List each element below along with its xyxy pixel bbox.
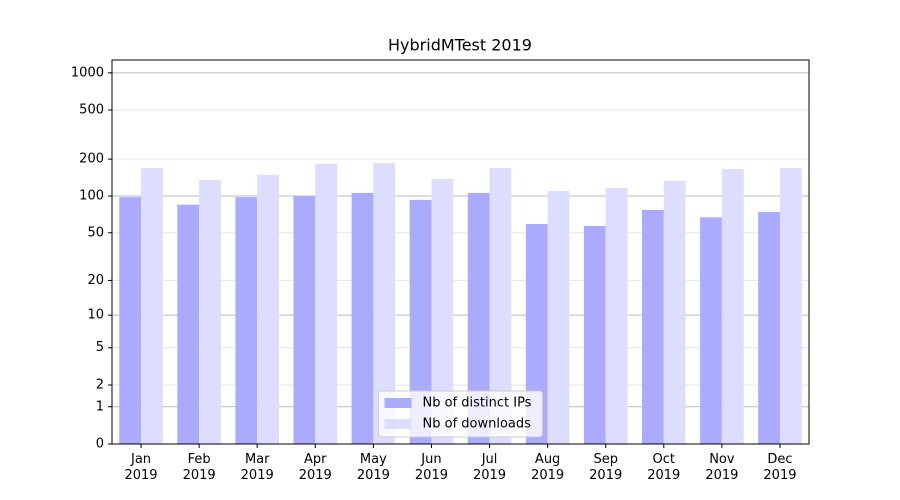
bar <box>489 168 512 444</box>
bar <box>525 224 548 444</box>
bar <box>235 197 258 444</box>
x-tick-label: Oct 2019 <box>647 452 681 483</box>
bar <box>642 209 664 444</box>
bar <box>758 212 780 444</box>
y-tick-label: 5 <box>96 340 104 355</box>
bar <box>373 162 396 444</box>
legend-label: Nb of distinct IPs <box>423 396 532 411</box>
x-tick-label: Jan 2019 <box>124 452 158 483</box>
bar <box>199 180 221 445</box>
bar <box>605 188 628 444</box>
bar <box>467 192 490 444</box>
chart-title: HybridMTest 2019 <box>388 36 532 55</box>
bar <box>583 225 606 444</box>
bar <box>721 169 744 444</box>
bar <box>315 163 338 445</box>
y-tick-label: 2 <box>96 377 104 392</box>
x-tick-label: May 2019 <box>356 452 390 483</box>
bar <box>431 178 454 444</box>
bar <box>257 174 279 444</box>
x-tick-label: Dec 2019 <box>763 452 797 483</box>
legend-swatch <box>384 398 412 408</box>
x-tick-label: Jun 2019 <box>414 452 448 483</box>
legend: Nb of distinct IPs Nb of downloads <box>378 390 543 438</box>
legend-swatch <box>384 419 412 429</box>
x-tick-label: Feb 2019 <box>182 452 216 483</box>
plot-frame <box>111 59 810 445</box>
bar <box>177 204 200 444</box>
y-tick-label: 0 <box>96 437 104 452</box>
y-tick-label: 50 <box>87 225 104 240</box>
bar <box>293 196 316 444</box>
x-tick-label: Jul 2019 <box>472 452 507 483</box>
x-tick-label: Mar 2019 <box>240 452 274 483</box>
y-tick-label: 1 <box>96 399 104 414</box>
bar <box>547 190 570 444</box>
bar <box>663 180 686 444</box>
legend-label: Nb of downloads <box>423 417 532 432</box>
y-tick-label: 100 <box>79 189 104 204</box>
x-tick-label: Sep 2019 <box>589 452 623 483</box>
y-tick-label: 10 <box>87 308 104 323</box>
y-tick-label: 1000 <box>71 65 104 80</box>
y-tick-label: 200 <box>79 152 104 167</box>
x-tick-label: Aug 2019 <box>531 452 565 483</box>
bar <box>119 197 142 444</box>
bar <box>779 168 802 444</box>
x-tick-label: Nov 2019 <box>705 452 739 483</box>
bar <box>351 192 374 444</box>
bar <box>141 168 163 444</box>
y-tick-label: 500 <box>79 103 104 118</box>
legend-box <box>378 390 543 438</box>
y-tick-label: 20 <box>87 273 104 288</box>
x-tick-label: Apr 2019 <box>298 452 332 483</box>
bar <box>409 199 432 444</box>
bar <box>700 217 722 444</box>
